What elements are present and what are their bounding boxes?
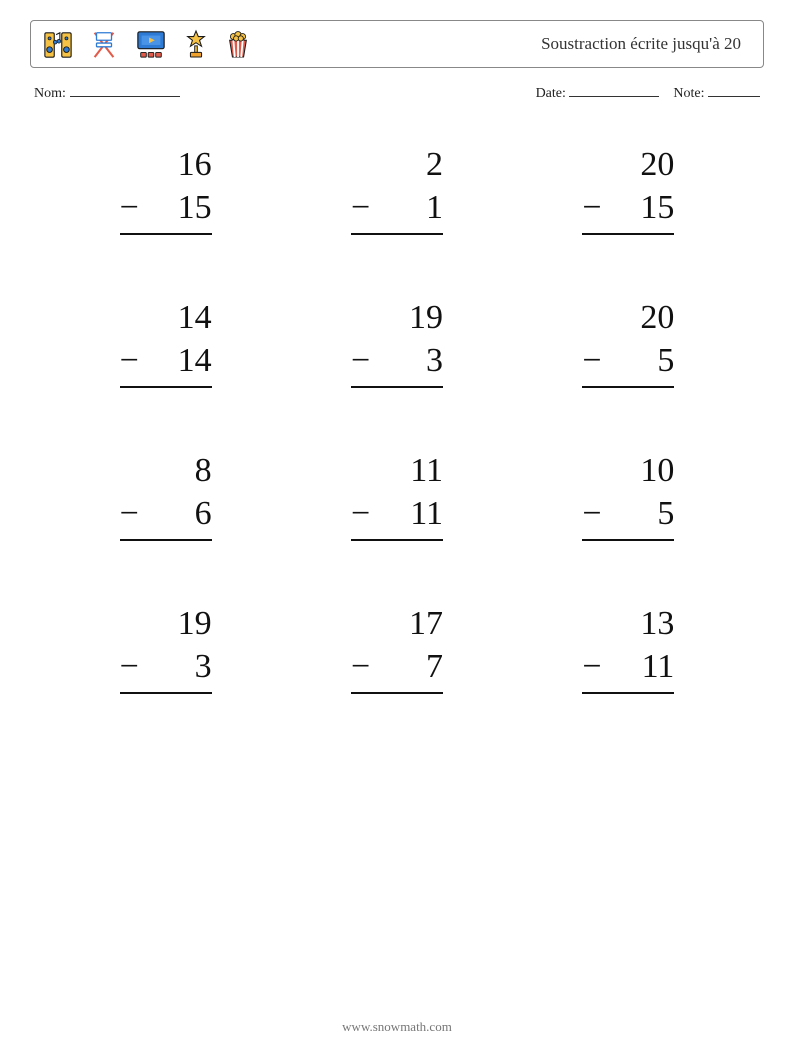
minuend: 20 bbox=[608, 297, 674, 340]
problems-grid: 16−152−120−1514−1419− 320− 58−611−1110− … bbox=[30, 114, 764, 694]
worksheet-title: Soustraction écrite jusqu'à 20 bbox=[541, 34, 751, 54]
minus-operator: − bbox=[582, 646, 608, 689]
operator-placeholder bbox=[582, 450, 608, 493]
meta-row: Nom: Date: Note: bbox=[30, 86, 764, 114]
subtraction-problem: 8−6 bbox=[50, 450, 281, 541]
sum-line bbox=[351, 233, 443, 235]
trophy-star-icon bbox=[183, 29, 209, 59]
minus-operator: − bbox=[351, 493, 377, 536]
sum-line bbox=[351, 692, 443, 694]
operator-placeholder bbox=[582, 144, 608, 187]
subtrahend: 14 bbox=[146, 340, 212, 383]
operator-placeholder bbox=[582, 297, 608, 340]
minus-operator: − bbox=[351, 340, 377, 383]
operator-placeholder bbox=[351, 603, 377, 646]
subtrahend: 5 bbox=[608, 493, 674, 536]
minuend: 10 bbox=[608, 450, 674, 493]
sum-line bbox=[120, 233, 212, 235]
subtrahend: 7 bbox=[377, 646, 443, 689]
minuend: 16 bbox=[146, 144, 212, 187]
minus-operator: − bbox=[120, 187, 146, 230]
minus-operator: − bbox=[120, 646, 146, 689]
name-label: Nom: bbox=[34, 86, 66, 102]
minuend: 20 bbox=[608, 144, 674, 187]
minus-operator: − bbox=[351, 187, 377, 230]
sum-line bbox=[351, 539, 443, 541]
footer-url: www.snowmath.com bbox=[0, 1019, 794, 1035]
subtraction-problem: 19− 3 bbox=[281, 297, 512, 388]
minus-operator: − bbox=[120, 493, 146, 536]
minus-operator: − bbox=[582, 187, 608, 230]
tv-screen-icon bbox=[135, 29, 167, 59]
subtraction-problem: 16−15 bbox=[50, 144, 281, 235]
minus-operator: − bbox=[120, 340, 146, 383]
subtrahend: 1 bbox=[377, 187, 443, 230]
popcorn-icon bbox=[225, 29, 251, 59]
subtraction-problem: 20− 5 bbox=[513, 297, 744, 388]
subtrahend: 3 bbox=[377, 340, 443, 383]
minuend: 17 bbox=[377, 603, 443, 646]
subtraction-problem: 19− 3 bbox=[50, 603, 281, 694]
subtrahend: 6 bbox=[146, 493, 212, 536]
subtrahend: 11 bbox=[377, 493, 443, 536]
operator-placeholder bbox=[351, 144, 377, 187]
worksheet-page: Soustraction écrite jusqu'à 20 Nom: Date… bbox=[0, 0, 794, 1053]
header-box: Soustraction écrite jusqu'à 20 bbox=[30, 20, 764, 68]
sum-line bbox=[120, 386, 212, 388]
minuend: 8 bbox=[146, 450, 212, 493]
subtraction-problem: 11−11 bbox=[281, 450, 512, 541]
minuend: 11 bbox=[377, 450, 443, 493]
subtraction-problem: 14−14 bbox=[50, 297, 281, 388]
minus-operator: − bbox=[582, 493, 608, 536]
sum-line bbox=[582, 692, 674, 694]
subtrahend: 5 bbox=[608, 340, 674, 383]
subtrahend: 3 bbox=[146, 646, 212, 689]
minuend: 2 bbox=[377, 144, 443, 187]
grade-blank[interactable] bbox=[708, 96, 760, 97]
operator-placeholder bbox=[120, 297, 146, 340]
operator-placeholder bbox=[351, 450, 377, 493]
date-blank[interactable] bbox=[569, 96, 659, 97]
sum-line bbox=[120, 539, 212, 541]
minuend: 14 bbox=[146, 297, 212, 340]
subtrahend: 15 bbox=[608, 187, 674, 230]
date-label: Date: bbox=[536, 86, 566, 101]
name-blank[interactable] bbox=[70, 96, 180, 97]
subtraction-problem: 13−11 bbox=[513, 603, 744, 694]
speaker-music-icon bbox=[43, 29, 73, 59]
sum-line bbox=[120, 692, 212, 694]
operator-placeholder bbox=[120, 450, 146, 493]
subtrahend: 15 bbox=[146, 187, 212, 230]
minuend: 13 bbox=[608, 603, 674, 646]
subtrahend: 11 bbox=[608, 646, 674, 689]
operator-placeholder bbox=[120, 603, 146, 646]
minuend: 19 bbox=[146, 603, 212, 646]
operator-placeholder bbox=[120, 144, 146, 187]
minus-operator: − bbox=[351, 646, 377, 689]
operator-placeholder bbox=[582, 603, 608, 646]
sum-line bbox=[582, 539, 674, 541]
header-icons bbox=[43, 29, 251, 59]
sum-line bbox=[582, 233, 674, 235]
operator-placeholder bbox=[351, 297, 377, 340]
sum-line bbox=[582, 386, 674, 388]
subtraction-problem: 2−1 bbox=[281, 144, 512, 235]
minuend: 19 bbox=[377, 297, 443, 340]
subtraction-problem: 20−15 bbox=[513, 144, 744, 235]
grade-label: Note: bbox=[673, 86, 704, 101]
sum-line bbox=[351, 386, 443, 388]
subtraction-problem: 10− 5 bbox=[513, 450, 744, 541]
subtraction-problem: 17− 7 bbox=[281, 603, 512, 694]
director-chair-icon bbox=[89, 29, 119, 59]
minus-operator: − bbox=[582, 340, 608, 383]
